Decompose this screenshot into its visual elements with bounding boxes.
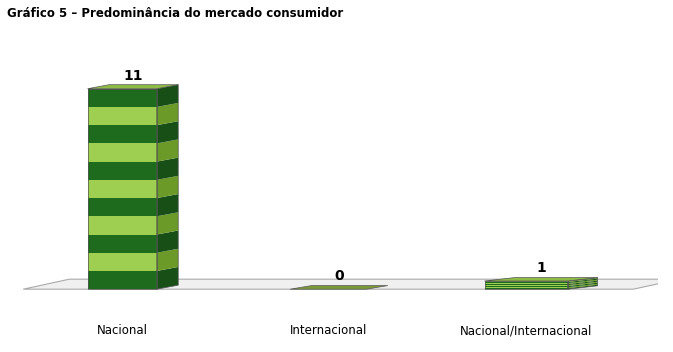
Polygon shape: [87, 271, 157, 289]
Polygon shape: [567, 285, 598, 289]
Polygon shape: [157, 249, 178, 271]
Polygon shape: [87, 125, 157, 143]
Polygon shape: [87, 216, 157, 234]
Polygon shape: [485, 283, 567, 284]
Polygon shape: [87, 253, 157, 271]
Polygon shape: [567, 282, 598, 286]
Polygon shape: [157, 103, 178, 125]
Polygon shape: [157, 158, 178, 180]
Polygon shape: [567, 283, 598, 287]
Polygon shape: [157, 194, 178, 216]
Polygon shape: [87, 234, 157, 253]
Polygon shape: [87, 107, 157, 125]
Polygon shape: [157, 231, 178, 253]
Polygon shape: [87, 89, 157, 107]
Polygon shape: [485, 287, 567, 288]
Polygon shape: [485, 282, 567, 283]
Polygon shape: [157, 176, 178, 198]
Polygon shape: [485, 281, 567, 282]
Polygon shape: [567, 284, 598, 288]
Polygon shape: [87, 143, 157, 162]
Text: 0: 0: [334, 269, 344, 283]
Polygon shape: [24, 279, 673, 289]
Polygon shape: [485, 278, 598, 281]
Polygon shape: [157, 85, 178, 107]
Text: Gráfico 5 – Predominância do mercado consumidor: Gráfico 5 – Predominância do mercado con…: [7, 7, 343, 20]
Polygon shape: [157, 212, 178, 234]
Polygon shape: [290, 285, 388, 289]
Polygon shape: [87, 198, 157, 216]
Polygon shape: [87, 162, 157, 180]
Polygon shape: [87, 180, 157, 198]
Polygon shape: [87, 85, 178, 89]
Polygon shape: [567, 278, 598, 282]
Polygon shape: [567, 281, 598, 285]
Polygon shape: [485, 286, 567, 287]
Polygon shape: [567, 279, 598, 284]
Text: 11: 11: [123, 69, 143, 82]
Polygon shape: [157, 121, 178, 143]
Polygon shape: [485, 288, 567, 289]
Polygon shape: [157, 139, 178, 162]
Polygon shape: [567, 279, 598, 283]
Text: 1: 1: [536, 262, 546, 275]
Polygon shape: [157, 267, 178, 289]
Polygon shape: [485, 284, 567, 285]
Polygon shape: [485, 285, 567, 286]
